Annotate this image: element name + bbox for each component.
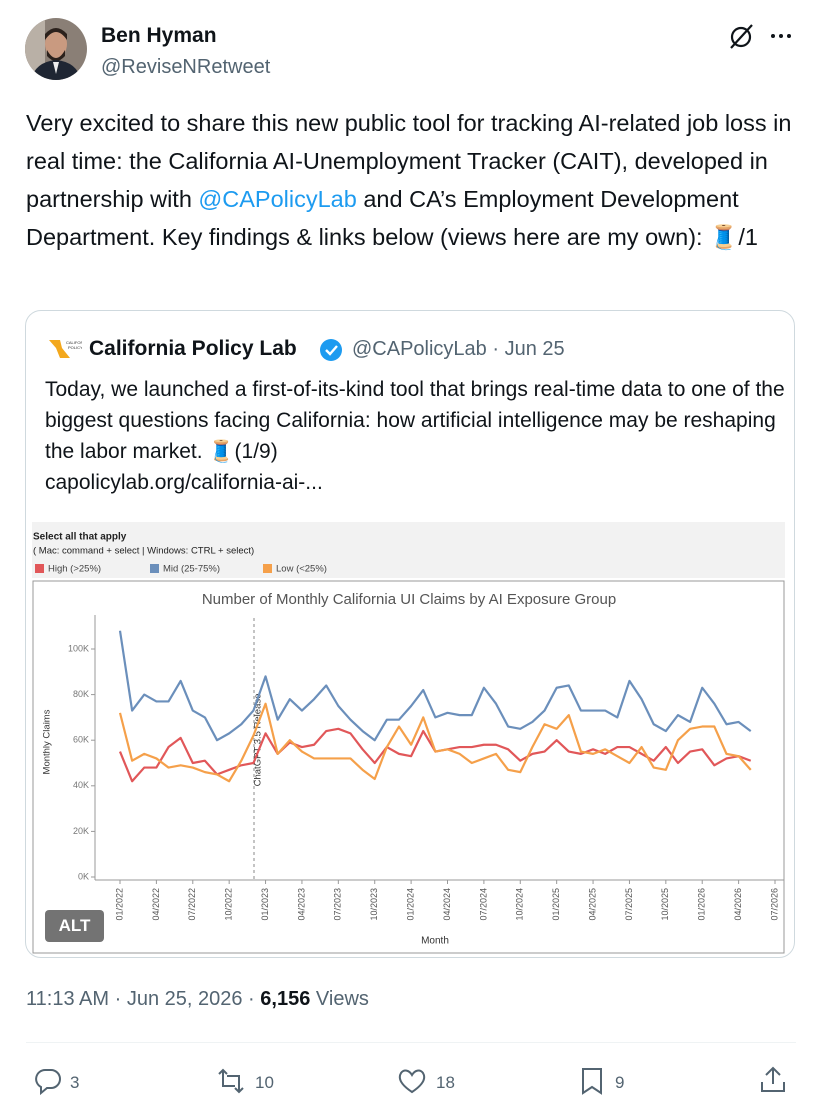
x-tick-label: 01/2022 — [114, 888, 124, 921]
legend-label: High (>25%) — [48, 564, 101, 575]
top-icons[interactable] — [726, 22, 810, 52]
author-name[interactable]: Ben Hyman — [101, 24, 217, 47]
y-tick-label: 40K — [73, 780, 89, 790]
x-tick-label: 07/2022 — [187, 888, 197, 921]
y-tick-label: 100K — [68, 643, 89, 653]
divider — [26, 1042, 796, 1043]
like-count[interactable]: 18 — [436, 1073, 455, 1092]
quoted-tweet[interactable] — [25, 310, 795, 958]
annotation: ChatGPT 3.5 Release — [253, 694, 264, 787]
x-tick-label: 07/2026 — [769, 888, 779, 921]
svg-text:POLICY: POLICY — [68, 345, 82, 350]
views: 6,156 — [260, 988, 311, 1010]
separator: · — [114, 988, 122, 1010]
x-tick-label: 10/2024 — [515, 888, 525, 921]
series-line — [118, 630, 752, 742]
text: Very excited to share this new public to… — [26, 110, 792, 212]
bookmark-icon[interactable] — [579, 1066, 605, 1096]
legend-label: Mid (25-75%) — [163, 564, 220, 575]
series-line — [118, 702, 752, 783]
date[interactable]: Jun 25, 2026 — [126, 988, 243, 1010]
x-tick-label: 04/2022 — [151, 888, 161, 921]
chart-frame — [32, 580, 785, 954]
cpl-logo: CALIFORNIAPOLICY — [49, 340, 82, 358]
bookmark-count[interactable]: 9 — [615, 1073, 625, 1092]
x-tick-label: 01/2026 — [697, 888, 707, 921]
mention[interactable]: @CAPolicyLab — [198, 186, 357, 212]
chart-title: Number of Monthly California UI Claims b… — [202, 591, 616, 608]
legend-swatch — [35, 564, 44, 573]
separator: · — [492, 338, 500, 360]
quoted-body: Today, we launched a first-of-its-kind t… — [45, 378, 785, 463]
author-handle[interactable]: @ReviseNRetweet — [101, 56, 271, 78]
quoted-name[interactable]: California Policy Lab — [89, 337, 297, 360]
x-tick-label: 10/2022 — [224, 888, 234, 921]
y-tick-label: 60K — [73, 735, 89, 745]
reply-count[interactable]: 3 — [70, 1073, 80, 1092]
chart: Select all that apply ( Mac: command + s… — [32, 522, 785, 954]
y-tick-label: 80K — [73, 689, 89, 699]
x-tick-label: 07/2024 — [478, 888, 488, 921]
repost-count[interactable]: 10 — [255, 1073, 274, 1092]
y-tick-label: 20K — [73, 826, 89, 836]
filter-title: Select all that apply — [33, 532, 127, 543]
alt-badge[interactable]: ALT — [45, 910, 104, 942]
quoted-text: Today, we launched a first-of-its-kind t… — [45, 374, 785, 498]
x-axis-label: Month — [421, 936, 449, 947]
x-tick-label: 04/2023 — [296, 888, 306, 921]
tweet-text: Very excited to share this new public to… — [26, 104, 806, 256]
text: and CA’s Employment Development Departme… — [26, 186, 758, 250]
quoted-meta: @CAPolicyLab · Jun 25 — [352, 338, 565, 361]
verified-badge — [320, 339, 342, 361]
x-tick-label: 01/2023 — [260, 888, 270, 921]
legend-swatch — [150, 564, 159, 573]
views-label: Views — [315, 988, 369, 1010]
x-tick-label: 01/2025 — [551, 888, 561, 921]
x-tick-label: 01/2024 — [405, 888, 415, 921]
time[interactable]: 11:13 AM — [26, 988, 110, 1010]
x-tick-label: 04/2025 — [587, 888, 597, 921]
share-icon[interactable] — [758, 1064, 788, 1096]
svg-text:CALIFORNIA: CALIFORNIA — [66, 340, 82, 345]
x-tick-label: 04/2026 — [733, 888, 743, 921]
legend-label: Low (<25%) — [276, 564, 327, 575]
separator: · — [248, 988, 255, 1010]
x-tick-label: 07/2023 — [333, 888, 343, 921]
reply-icon[interactable] — [33, 1066, 63, 1096]
legend-swatch — [263, 564, 272, 573]
quoted-date[interactable]: Jun 25 — [504, 338, 565, 360]
quoted-link[interactable]: capolicylab.org/california-ai-... — [45, 471, 323, 494]
repost-icon[interactable] — [213, 1066, 249, 1096]
avatar[interactable] — [25, 18, 87, 80]
x-tick-label: 04/2024 — [442, 888, 452, 921]
x-tick-label: 10/2025 — [660, 888, 670, 921]
x-tick-label: 10/2023 — [369, 888, 379, 921]
quoted-handle[interactable]: @CAPolicyLab — [352, 338, 487, 360]
y-tick-label: 0K — [78, 871, 89, 881]
like-icon[interactable] — [396, 1066, 428, 1096]
tweet-meta: 11:13 AM · Jun 25, 2026 · 6,156 Views — [26, 988, 369, 1011]
y-axis-label: Monthly Claims — [42, 709, 53, 774]
x-tick-label: 07/2025 — [624, 888, 634, 921]
filter-hint: ( Mac: command + select | Windows: CTRL … — [33, 546, 254, 557]
